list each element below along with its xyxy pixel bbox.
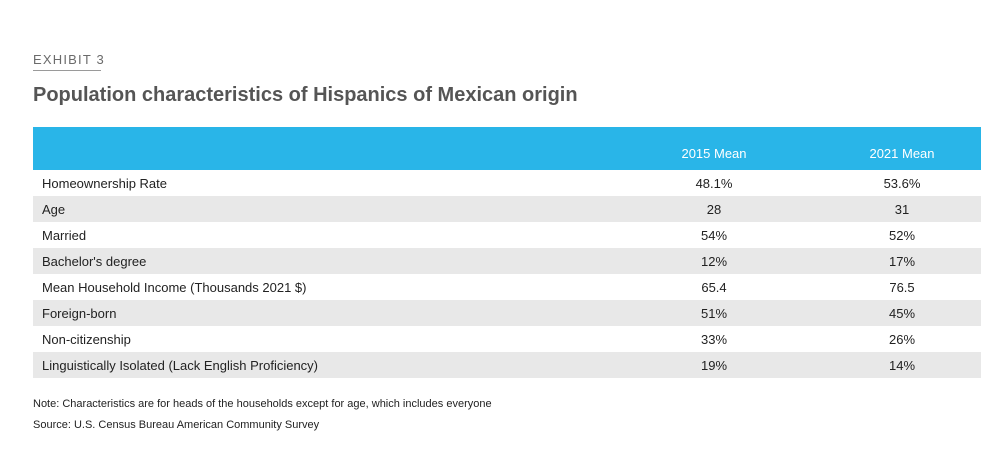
table-row: Foreign-born 51% 45% xyxy=(33,300,981,326)
value-2015: 54% xyxy=(700,227,728,243)
row-label: Homeownership Rate xyxy=(42,175,168,191)
value-2015: 65.4 xyxy=(701,279,727,295)
row-label: Mean Household Income (Thousands 2021 $) xyxy=(42,279,307,295)
row-label: Age xyxy=(42,201,66,217)
value-2015: 33% xyxy=(700,331,728,347)
value-2021: 14% xyxy=(888,357,916,373)
table-row: Linguistically Isolated (Lack English Pr… xyxy=(33,352,981,378)
table-row: Mean Household Income (Thousands 2021 $)… xyxy=(33,274,981,300)
row-label: Linguistically Isolated (Lack English Pr… xyxy=(42,357,319,373)
header-cell-2015-mean: 2015 Mean xyxy=(681,146,747,161)
header-cell-2021-mean: 2021 Mean xyxy=(869,146,935,161)
value-2015: 51% xyxy=(700,305,728,321)
row-label: Foreign-born xyxy=(42,305,117,321)
header-cell-label xyxy=(33,127,605,170)
table-row: Non-citizenship 33% 26% xyxy=(33,326,981,352)
row-label: Bachelor's degree xyxy=(42,253,147,269)
table-row: Age 28 31 xyxy=(33,196,981,222)
value-2021: 26% xyxy=(888,331,916,347)
value-2021: 31 xyxy=(894,201,910,217)
value-2021: 17% xyxy=(888,253,916,269)
value-2021: 53.6% xyxy=(883,175,921,191)
footnote: Note: Characteristics are for heads of t… xyxy=(33,398,492,410)
data-table: 2015 Mean 2021 Mean Homeownership Rate 4… xyxy=(33,127,981,378)
exhibit-divider xyxy=(33,70,101,71)
table-row: Homeownership Rate 48.1% 53.6% xyxy=(33,170,981,196)
value-2015: 12% xyxy=(700,253,728,269)
value-2021: 45% xyxy=(888,305,916,321)
value-2015: 48.1% xyxy=(695,175,733,191)
table-row: Married 54% 52% xyxy=(33,222,981,248)
table-header-row: 2015 Mean 2021 Mean xyxy=(33,127,981,170)
value-2015: 19% xyxy=(700,357,728,373)
exhibit-label: EXHIBIT 3 xyxy=(33,52,105,67)
source-line: Source: U.S. Census Bureau American Comm… xyxy=(33,419,320,431)
chart-title: Population characteristics of Hispanics … xyxy=(33,84,578,106)
value-2021: 76.5 xyxy=(889,279,915,295)
row-label: Non-citizenship xyxy=(42,331,131,347)
table-row: Bachelor's degree 12% 17% xyxy=(33,248,981,274)
value-2021: 52% xyxy=(888,227,916,243)
value-2015: 28 xyxy=(706,201,722,217)
row-label: Married xyxy=(42,227,87,243)
